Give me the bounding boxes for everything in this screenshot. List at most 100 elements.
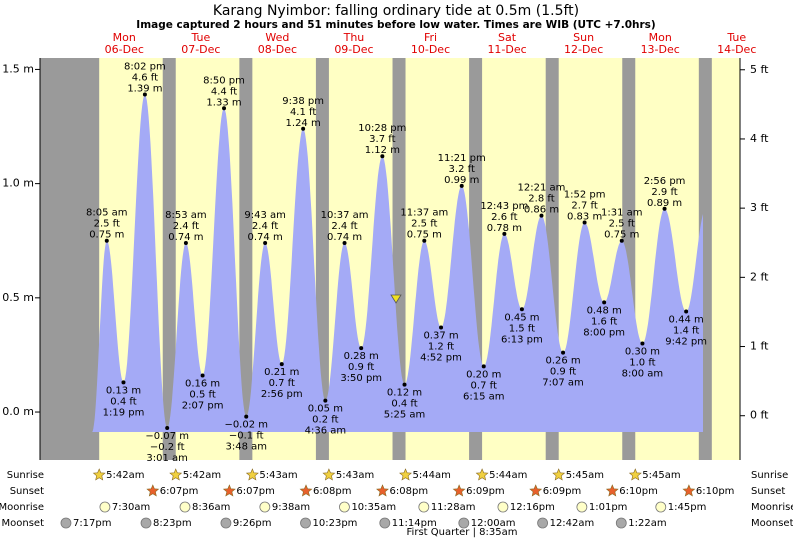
row-time: 9:26pm — [233, 518, 272, 529]
moonset-icon — [300, 517, 311, 529]
row-time: 8:23pm — [153, 518, 192, 529]
sunset-icon — [376, 484, 389, 497]
tide-point — [121, 380, 126, 385]
sunrise-icon — [628, 468, 642, 481]
chart-title: Karang Nyimbor: falling ordinary tide at… — [213, 3, 579, 19]
day-name: Thu — [343, 31, 365, 44]
y2-tick-label: 3 ft — [750, 201, 769, 214]
tide-label: 2.4 ft — [252, 221, 278, 232]
tide-point — [323, 398, 328, 403]
row-time: 6:08pm — [390, 486, 429, 497]
row-time: 11:14pm — [392, 518, 437, 529]
tide-label: 10:37 am — [321, 210, 369, 221]
row-label: Sunrise — [751, 470, 788, 481]
tide-point — [662, 206, 667, 211]
tide-point — [263, 241, 268, 246]
tide-label: 0.16 m — [185, 378, 220, 389]
day-date: 09-Dec — [334, 43, 373, 56]
tide-label: 8:53 am — [165, 210, 207, 221]
tide-label: −0.02 m — [224, 420, 268, 431]
y-tick-label: 0.5 m — [2, 291, 34, 304]
tide-label: −0.07 m — [145, 431, 189, 442]
y2-tick-label: 2 ft — [750, 270, 769, 283]
tide-point — [539, 213, 544, 218]
tide-label: 0.30 m — [625, 347, 660, 358]
tide-label: 0.78 m — [487, 223, 522, 234]
day-date: 07-Dec — [181, 43, 220, 56]
row-time: 12:00am — [471, 518, 516, 529]
tide-label: 1:52 pm — [564, 189, 606, 200]
tide-label: 0.26 m — [545, 356, 580, 367]
tide-label: 11:37 am — [400, 208, 448, 219]
row-time: 12:16pm — [510, 502, 555, 513]
tide-label: 0.7 ft — [269, 378, 295, 389]
tide-label: 4.6 ft — [132, 73, 158, 84]
row-time: 10:35am — [351, 502, 396, 513]
tide-label: 1.5 ft — [509, 323, 535, 334]
tide-point — [619, 238, 624, 243]
current-position — [390, 294, 402, 304]
moonset-icon — [140, 517, 152, 529]
tide-label: 2.5 ft — [609, 219, 635, 230]
row-time: 6:08pm — [313, 486, 352, 497]
tide-label: 9:43 am — [244, 210, 286, 221]
row-label: Moonrise — [751, 502, 793, 513]
tide-label: 2.5 ft — [411, 219, 437, 230]
tide-label: 0.83 m — [567, 211, 602, 222]
tide-point — [142, 92, 147, 97]
tide-label: 3.2 ft — [449, 164, 475, 175]
tide-area — [92, 94, 704, 432]
sunrise-icon — [552, 468, 566, 481]
tide-label: 8:00 pm — [583, 327, 625, 338]
sunrise-icon — [475, 468, 489, 481]
day-name: Tue — [190, 31, 210, 44]
chart-subtitle: Image captured 2 hours and 51 minutes be… — [136, 19, 655, 31]
sunrise-icon — [399, 468, 412, 481]
tide-point — [165, 426, 170, 431]
tide-point — [582, 220, 587, 225]
tide-label: 1.12 m — [365, 145, 400, 156]
row-time: 9:38am — [272, 502, 310, 513]
row-time: 5:44am — [489, 470, 527, 481]
tide-label: 2:07 pm — [182, 400, 224, 411]
tide-label: 0.74 m — [168, 232, 203, 243]
moonset-icon — [379, 517, 391, 529]
tide-point — [342, 241, 347, 246]
tide-point — [459, 183, 464, 188]
row-time: 6:07pm — [236, 486, 275, 497]
tide-point — [359, 346, 364, 351]
tide-label: 5:25 am — [384, 410, 426, 421]
tide-label: 9:42 pm — [665, 337, 707, 348]
tide-point — [183, 241, 188, 246]
moonrise-icon — [576, 501, 588, 513]
tide-label: 0.21 m — [264, 367, 299, 378]
tide-label: 8:05 am — [86, 208, 128, 219]
day-date: 12-Dec — [564, 43, 603, 56]
tide-label: 2.7 ft — [571, 200, 597, 211]
day-name: Mon — [113, 31, 136, 44]
row-label: Sunrise — [7, 470, 44, 481]
tide-label: 8:02 pm — [124, 62, 166, 73]
tide-label: 4:36 am — [305, 426, 347, 437]
tide-point — [244, 414, 249, 419]
sunrise-icon — [245, 468, 259, 481]
tide-label: 0.4 ft — [391, 399, 417, 410]
y2-tick-label: 5 ft — [750, 63, 769, 76]
tide-label: 8:50 pm — [203, 75, 245, 86]
sunset-icon — [529, 484, 543, 497]
y-tick-label: 1.5 m — [2, 62, 34, 75]
tide-label: 9:38 pm — [282, 96, 324, 107]
tide-label: 0.2 ft — [312, 415, 338, 426]
tide-label: 3.7 ft — [369, 134, 395, 145]
moonset-icon — [458, 517, 470, 529]
tide-label: 0.48 m — [587, 305, 622, 316]
tide-label: 0.9 ft — [550, 367, 576, 378]
tide-label: 3:50 pm — [340, 373, 382, 384]
day-date: 06-Dec — [105, 43, 144, 56]
moonset-icon — [615, 517, 627, 529]
row-time: 1:01pm — [589, 502, 628, 513]
tide-label: 8:00 am — [622, 369, 664, 380]
tide-label: 4.4 ft — [211, 86, 237, 97]
row-time: 5:44am — [413, 470, 451, 481]
